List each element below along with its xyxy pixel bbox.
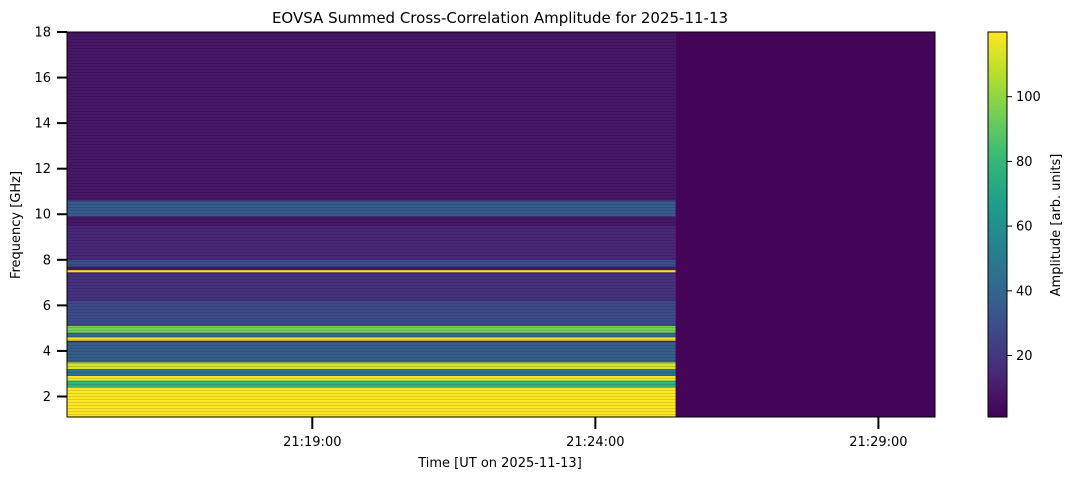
y-tick-label: 16 (34, 71, 51, 86)
y-tick-label: 8 (43, 253, 51, 268)
heatmap-no-data-region (675, 32, 935, 417)
y-axis-label: Frequency [GHz] (9, 171, 24, 279)
chart-title: EOVSA Summed Cross-Correlation Amplitude… (272, 9, 728, 27)
x-tick-label: 21:19:00 (283, 435, 341, 450)
heatmap-texture (67, 32, 676, 417)
plot-area (67, 32, 935, 417)
y-tick-label: 6 (43, 299, 51, 314)
colorbar-tick-label: 40 (1016, 284, 1033, 299)
y-axis: 2 4 6 8 10 12 14 16 18 (34, 26, 67, 405)
y-tick-label: 12 (34, 162, 51, 177)
colorbar-tick-label: 80 (1016, 155, 1033, 170)
y-tick-label: 10 (34, 208, 51, 223)
plot-frame (66, 31, 936, 418)
colorbar-gradient (987, 31, 1008, 418)
colorbar-label: Amplitude [arb. units] (1049, 154, 1064, 297)
x-tick-label: 21:29:00 (849, 435, 907, 450)
y-tick-label: 14 (34, 117, 51, 132)
colorbar-tick-label: 20 (1016, 349, 1033, 364)
x-axis-label: Time [UT on 2025-11-13] (417, 456, 582, 471)
colorbar-tick-label: 60 (1016, 220, 1033, 235)
y-tick-label: 4 (43, 344, 51, 359)
y-tick-label: 2 (43, 390, 51, 405)
x-tick-label: 21:24:00 (566, 435, 624, 450)
x-axis: 21:19:00 21:24:00 21:29:00 (283, 417, 908, 450)
y-tick-label: 18 (34, 26, 51, 41)
colorbar-tick-label: 100 (1016, 90, 1041, 105)
colorbar: 20 40 60 80 100 (987, 31, 1041, 418)
